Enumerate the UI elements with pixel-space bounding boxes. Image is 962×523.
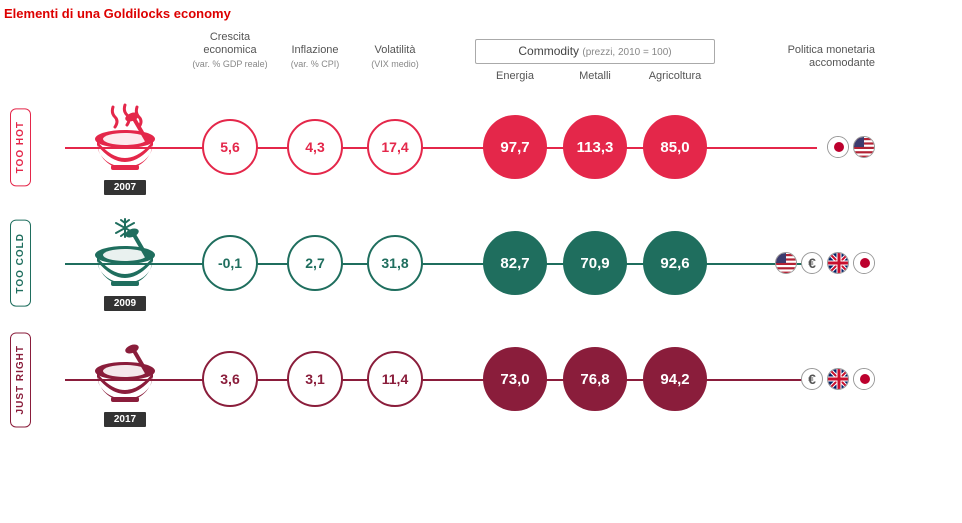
header-volatility: Volatilità (VIX medio)	[355, 44, 435, 70]
policy-flags	[755, 136, 875, 158]
value-energy: 73,0	[483, 347, 547, 411]
flag-uk-icon	[827, 368, 849, 390]
bowl-icon: 2009	[65, 215, 185, 311]
bowl-icon: 2007	[65, 99, 185, 195]
header-commodity-box: Commodity (prezzi, 2010 = 100)	[475, 39, 715, 64]
value-agri: 92,6	[643, 231, 707, 295]
flag-us-icon	[775, 252, 797, 274]
page-title: Elementi di una Goldilocks economy	[0, 0, 962, 31]
row-badge: TOO HOT	[10, 108, 31, 186]
value-volatility: 17,4	[367, 119, 423, 175]
year-tag: 2009	[104, 296, 146, 311]
header-inflation: Inflazione (var. % CPI)	[275, 44, 355, 70]
row-badge: TOO COLD	[10, 220, 31, 307]
header-policy: Politica monetaria accomodante	[755, 44, 875, 70]
value-agri: 85,0	[643, 115, 707, 179]
value-growth: 3,6	[202, 351, 258, 407]
value-inflation: 4,3	[287, 119, 343, 175]
value-growth: 5,6	[202, 119, 258, 175]
bowl-icon: 2017	[65, 331, 185, 427]
row-hot: TOO HOT 2007 5,6 4,3 17,4 97,7 113,3 85,…	[0, 89, 962, 205]
policy-flags: €	[755, 252, 875, 274]
year-tag: 2017	[104, 412, 146, 427]
value-volatility: 31,8	[367, 235, 423, 291]
value-metals: 76,8	[563, 347, 627, 411]
flag-jp-icon	[827, 136, 849, 158]
flag-jp-icon	[853, 252, 875, 274]
header-agri: Agricoltura	[635, 70, 715, 83]
value-volatility: 11,4	[367, 351, 423, 407]
value-metals: 113,3	[563, 115, 627, 179]
value-inflation: 2,7	[287, 235, 343, 291]
value-growth: -0,1	[202, 235, 258, 291]
value-metals: 70,9	[563, 231, 627, 295]
flag-jp-icon	[853, 368, 875, 390]
flag-uk-icon	[827, 252, 849, 274]
value-energy: 82,7	[483, 231, 547, 295]
flag-eu-icon: €	[801, 368, 823, 390]
value-energy: 97,7	[483, 115, 547, 179]
year-tag: 2007	[104, 180, 146, 195]
header-energy: Energia	[475, 70, 555, 83]
row-cold: TOO COLD 2009 -0,1 2,7 31,8 82,7 70,9 92…	[0, 205, 962, 321]
value-agri: 94,2	[643, 347, 707, 411]
flag-us-icon	[853, 136, 875, 158]
column-headers: Crescita economica (var. % GDP reale) In…	[0, 31, 962, 89]
header-metals: Metalli	[555, 70, 635, 83]
row-badge: JUST RIGHT	[10, 332, 31, 427]
policy-flags: €	[755, 368, 875, 390]
header-growth: Crescita economica (var. % GDP reale)	[185, 31, 275, 70]
value-inflation: 3,1	[287, 351, 343, 407]
flag-eu-icon: €	[801, 252, 823, 274]
row-right: JUST RIGHT 2017 3,6 3,1 11,4 73,0 76,8 9…	[0, 321, 962, 437]
